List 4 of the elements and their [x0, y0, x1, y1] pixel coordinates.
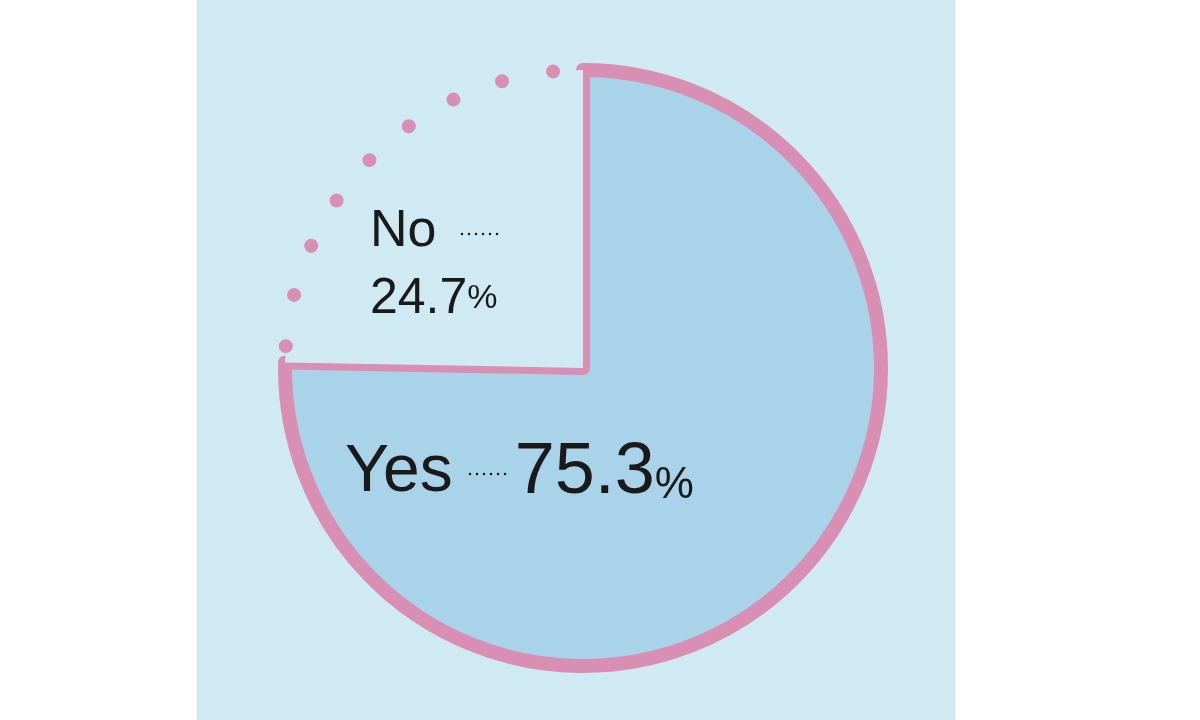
slice-label: Yes	[345, 431, 453, 505]
data-label: 75.3%	[514, 428, 694, 508]
slice-label: No	[370, 199, 437, 257]
data-label: 24.7%	[370, 268, 498, 324]
